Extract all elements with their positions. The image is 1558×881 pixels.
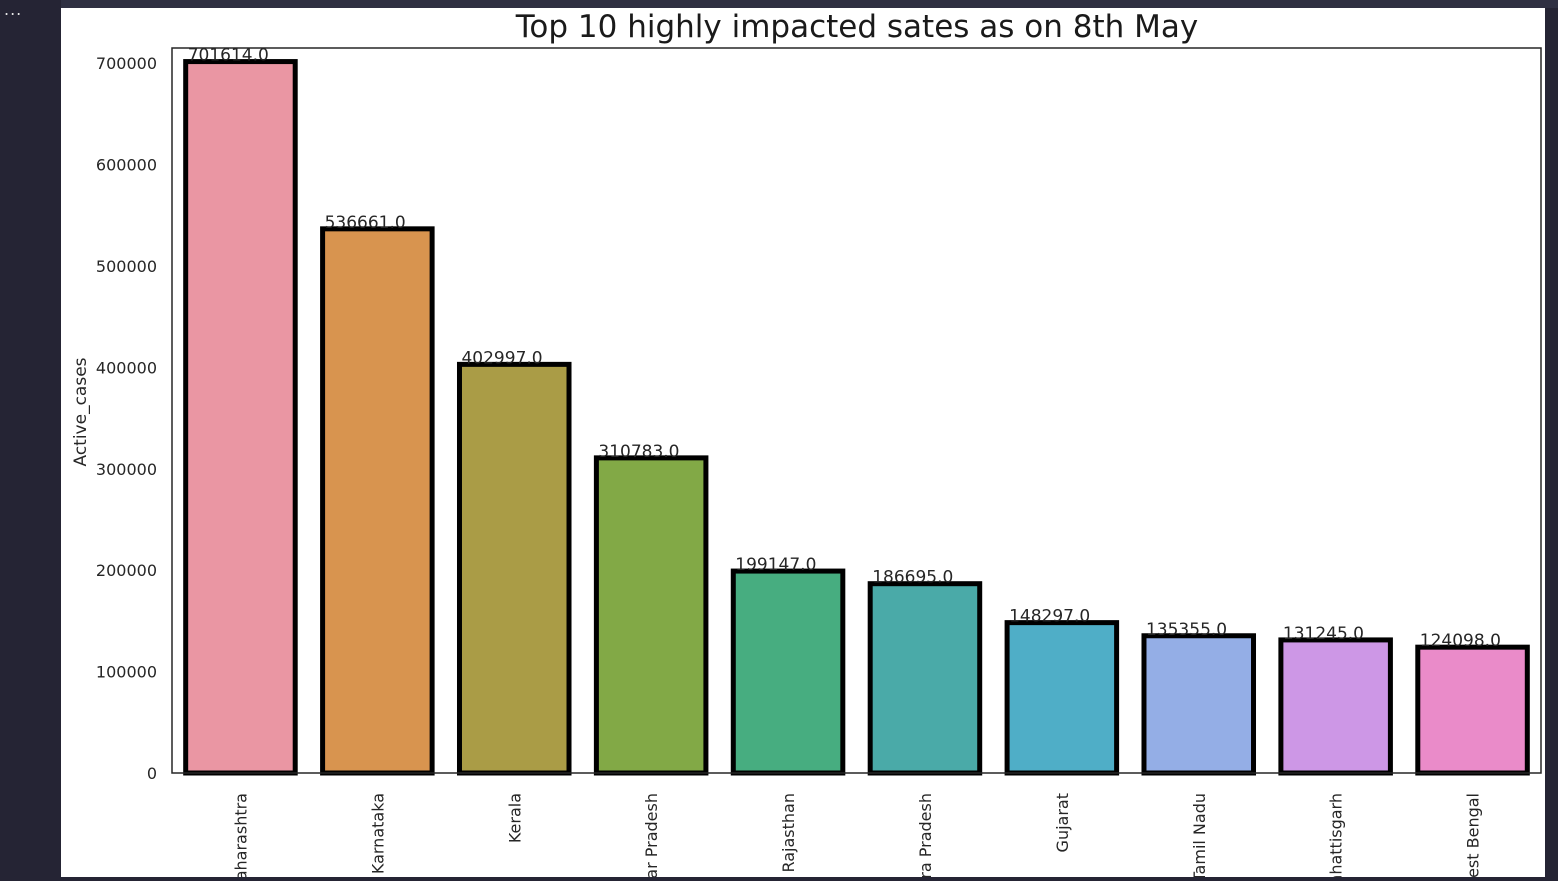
x-tick-label: Maharashtra: [231, 793, 250, 877]
x-tick-label: Rajasthan: [779, 793, 798, 873]
value-labels: 701614.0 536661.0 402997.0 310783.0 199147.0…: [188, 46, 1501, 652]
bar: [1415, 644, 1530, 776]
bars: [183, 59, 1530, 776]
x-tick-labels: Maharashtra Karnataka Kerala Uttar Pradesh R…: [231, 793, 1483, 881]
x-tick-label: Chhattisgarh: [1327, 793, 1346, 877]
editor-gutter: ...: [0, 0, 61, 877]
bar-value-label: 135355.0: [1146, 620, 1227, 640]
bar-value-label: 186695.0: [872, 568, 953, 588]
y-tick-label: 300000: [96, 460, 157, 479]
y-axis: Active_cases 0 100000 200000 300000 400000 50…: [71, 54, 157, 783]
bar-value-label: 124098.0: [1420, 631, 1501, 651]
y-tick-label: 400000: [96, 358, 157, 377]
cell-output: Top 10 highly impacted sates as on 8th M…: [61, 8, 1545, 881]
plot-frame: [171, 47, 1542, 774]
x-tick-label: West Bengal: [1464, 793, 1483, 877]
x-tick-label: Gujarat: [1053, 793, 1072, 852]
chart-title: Top 10 highly impacted sates as on 8th M…: [515, 9, 1198, 45]
bar: [867, 581, 983, 776]
bar-value-label: 402997.0: [461, 348, 542, 368]
bar-value-label: 701614.0: [188, 46, 269, 66]
bar: [1141, 633, 1257, 776]
x-tick-label: Andhra Pradesh: [916, 793, 935, 877]
y-tick-label: 500000: [96, 257, 157, 276]
bar: [456, 361, 572, 776]
y-tick-label: 0: [147, 764, 157, 783]
y-tick-label: 100000: [96, 663, 157, 682]
y-axis-label: Active_cases: [71, 357, 91, 466]
editor-right-edge: [1545, 8, 1558, 877]
bar-value-label: 148297.0: [1009, 607, 1090, 627]
bar: [320, 226, 435, 776]
bar: [183, 59, 298, 776]
bar: [730, 568, 846, 776]
x-tick-label: Uttar Pradesh: [642, 793, 661, 877]
bar-value-label: 131245.0: [1283, 624, 1364, 644]
y-tick-labels: 0 100000 200000 300000 400000 500000 600000 700…: [96, 54, 157, 783]
x-tick-label: Karnataka: [368, 793, 387, 874]
bar-value-label: 536661.0: [325, 213, 406, 233]
bar: [1278, 637, 1393, 776]
x-tick-label: Kerala: [505, 793, 524, 843]
y-tick-label: 600000: [96, 156, 157, 175]
bar: [1004, 620, 1120, 776]
cell-collapse-ellipsis[interactable]: ...: [4, 0, 23, 19]
bar-value-label: 199147.0: [735, 555, 816, 575]
bar: [593, 455, 709, 776]
x-tick-label: Tamil Nadu: [1190, 793, 1209, 877]
output-top-strip: [61, 0, 1558, 8]
bar-chart: Top 10 highly impacted sates as on 8th M…: [71, 9, 1542, 881]
bar-value-label: 310783.0: [598, 442, 679, 462]
y-tick-label: 700000: [96, 54, 157, 73]
y-tick-label: 200000: [96, 561, 157, 580]
